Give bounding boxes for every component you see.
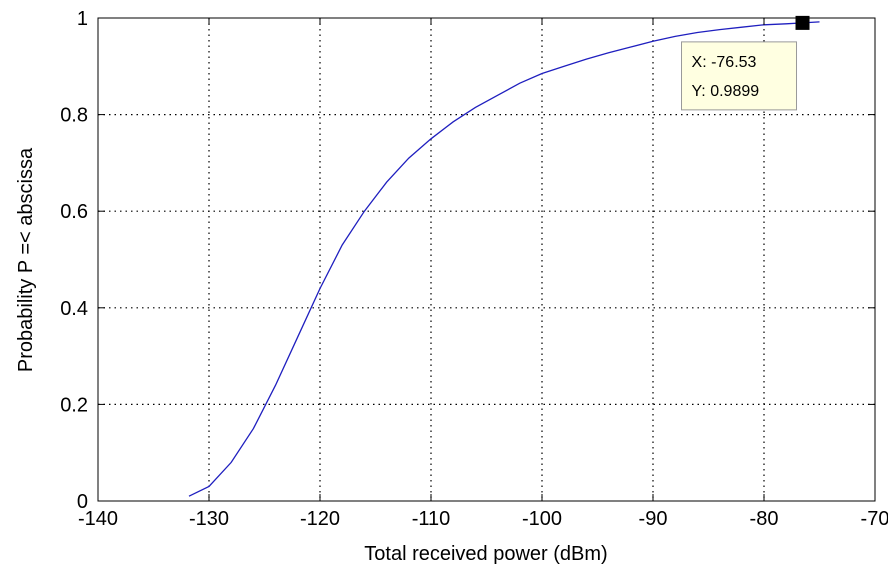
grid-lines [98, 18, 875, 501]
data-tip-x: X: -76.53 [692, 54, 757, 71]
x-tick-label: -70 [861, 508, 888, 530]
y-tick-label: 1 [77, 8, 88, 30]
y-tick-label: 0.4 [60, 298, 88, 320]
y-tick-label: 0.2 [60, 394, 88, 416]
data-tip-marker[interactable] [795, 15, 810, 30]
data-tip-box [681, 41, 798, 111]
x-axis-label: Total received power (dBm) [364, 543, 607, 565]
x-tick-label: -90 [639, 508, 668, 530]
x-tick-label: -110 [412, 508, 451, 530]
tick-marks [97, 17, 876, 502]
x-tick-label: -80 [750, 508, 779, 530]
x-tick-label: -130 [189, 508, 229, 530]
series-line [188, 21, 820, 497]
data-tip[interactable]: X: -76.53 Y: 0.9899 [681, 15, 810, 111]
y-axis-label: Probability P =< abscissa [15, 147, 37, 372]
y-tick-labels: 0 0.2 0.4 0.6 0.8 1 [60, 8, 88, 513]
y-tick-label: 0.6 [60, 201, 88, 223]
y-tick-label: 0 [77, 491, 88, 513]
data-tip-y: Y: 0.9899 [692, 83, 760, 100]
x-tick-label: -120 [300, 508, 340, 530]
y-tick-label: 0.8 [60, 105, 88, 127]
x-tick-label: -100 [522, 508, 562, 530]
plot-frame [97, 17, 876, 502]
x-tick-labels: -140 -130 -120 -110 -100 -90 -80 -70 [78, 508, 888, 530]
x-tick-label: -140 [78, 508, 118, 530]
